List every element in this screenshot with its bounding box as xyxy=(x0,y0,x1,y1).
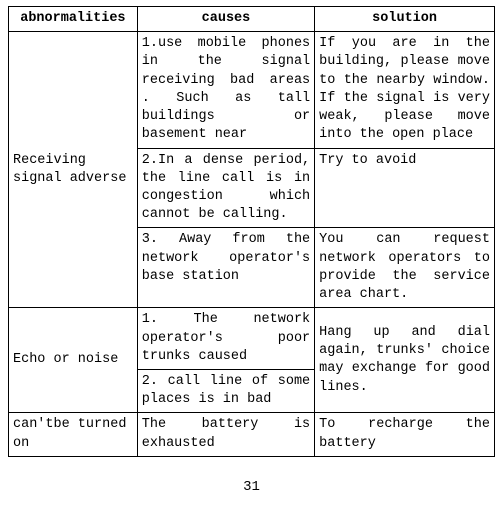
cell-abnormality: can'tbe turned on xyxy=(9,413,138,456)
cell-solution: You can request network operators to pro… xyxy=(315,228,495,308)
table-row: Echo or noise 1. The network operator's … xyxy=(9,308,495,370)
cell-cause: 2. call line of some places is in bad xyxy=(137,369,314,412)
cell-solution: Hang up and dial again, trunks' choice m… xyxy=(315,308,495,413)
cell-solution: To recharge the battery xyxy=(315,413,495,456)
cell-abnormality: Echo or noise xyxy=(9,308,138,413)
cell-cause: The battery is exhausted xyxy=(137,413,314,456)
page-number: 31 xyxy=(8,479,495,495)
header-causes: causes xyxy=(137,7,314,32)
table-row: can'tbe turned on The battery is exhaust… xyxy=(9,413,495,456)
table-row: Receiving signal adverse 1.use mobile ph… xyxy=(9,32,495,148)
troubleshooting-table: abnormalities causes solution Receiving … xyxy=(8,6,495,457)
cell-abnormality: Receiving signal adverse xyxy=(9,32,138,308)
document-page: abnormalities causes solution Receiving … xyxy=(0,0,503,495)
cell-solution: Try to avoid xyxy=(315,148,495,228)
cell-cause: 2.In a dense period, the line call is in… xyxy=(137,148,314,228)
cell-cause: 3. Away from the network operator's base… xyxy=(137,228,314,308)
cell-cause: 1.use mobile phones in the signal receiv… xyxy=(137,32,314,148)
table-header-row: abnormalities causes solution xyxy=(9,7,495,32)
header-abnormalities: abnormalities xyxy=(9,7,138,32)
header-solution: solution xyxy=(315,7,495,32)
cell-solution: If you are in the building, please move … xyxy=(315,32,495,148)
cell-cause: 1. The network operator's poor trunks ca… xyxy=(137,308,314,370)
